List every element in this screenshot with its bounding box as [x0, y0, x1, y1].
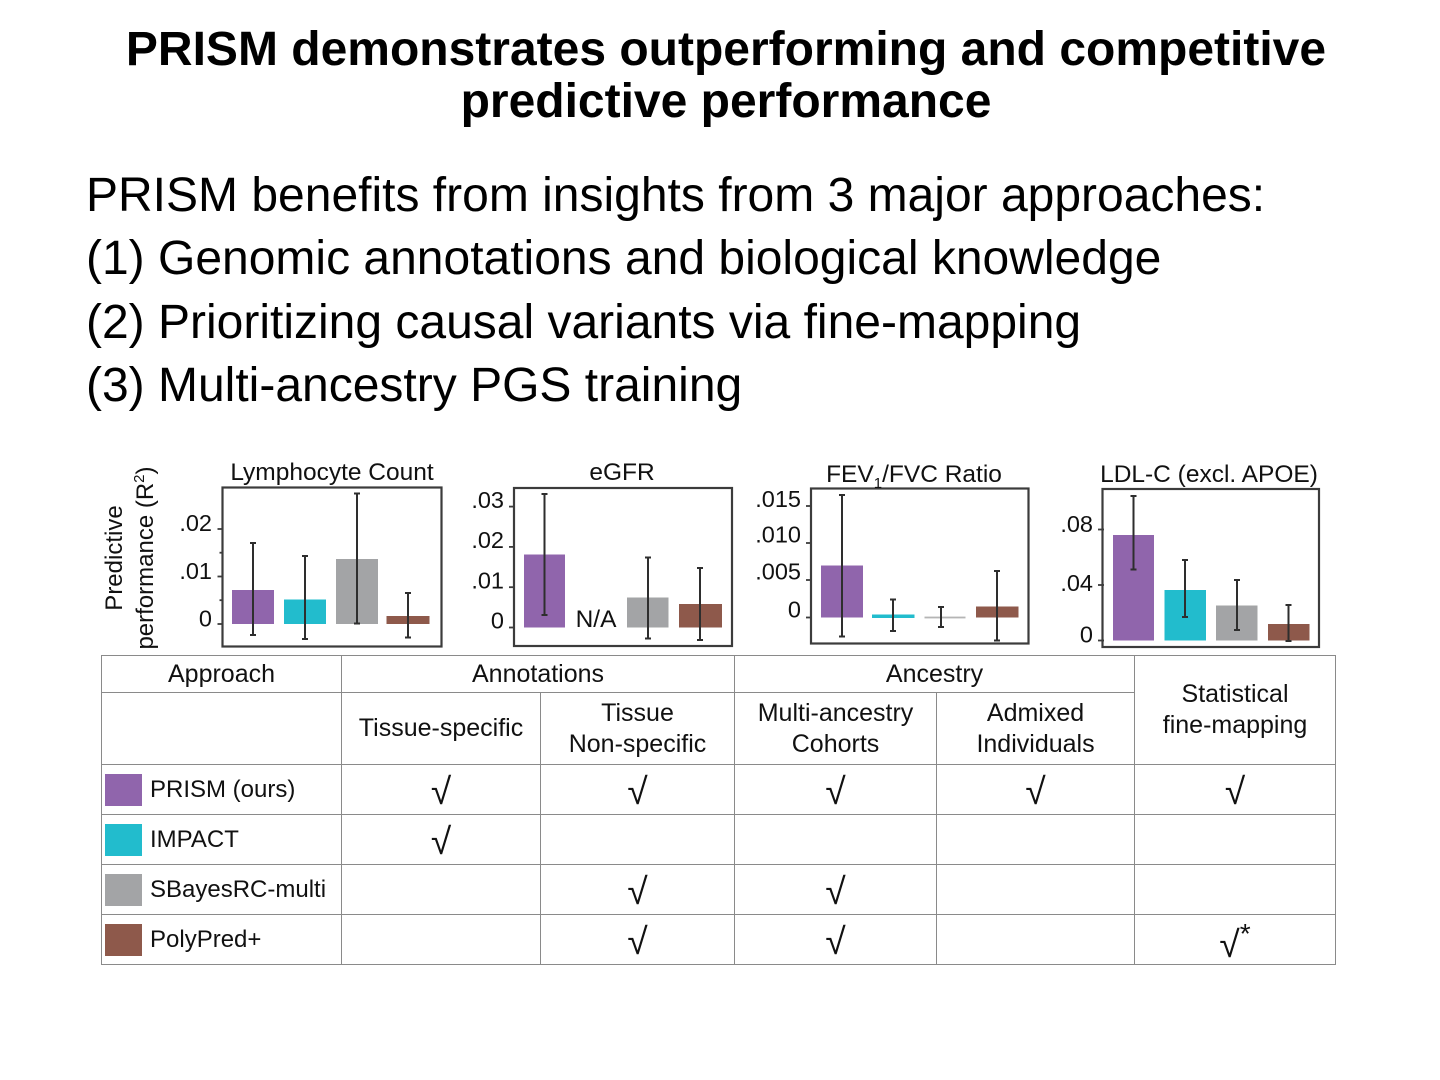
svg-text:LDL-C (excl. APOE): LDL-C (excl. APOE) — [1100, 461, 1318, 488]
svg-text:0: 0 — [1080, 622, 1093, 648]
svg-text:.02: .02 — [179, 510, 212, 536]
svg-text:FEV1/FVC Ratio: FEV1/FVC Ratio — [826, 461, 1002, 492]
svg-text:.01: .01 — [471, 568, 504, 594]
svg-text:N/A: N/A — [576, 606, 618, 633]
svg-text:eGFR: eGFR — [589, 459, 654, 486]
svg-text:.01: .01 — [179, 558, 212, 584]
svg-text:.015: .015 — [755, 486, 801, 512]
svg-text:Lymphocyte Count: Lymphocyte Count — [230, 459, 434, 486]
svg-text:.010: .010 — [755, 522, 801, 548]
svg-text:.02: .02 — [471, 527, 504, 553]
svg-text:.08: .08 — [1060, 511, 1093, 537]
svg-text:0: 0 — [491, 608, 504, 634]
svg-text:0: 0 — [199, 606, 212, 632]
svg-text:.005: .005 — [755, 559, 801, 585]
svg-text:.04: .04 — [1060, 570, 1093, 596]
svg-text:.03: .03 — [471, 487, 504, 513]
svg-text:0: 0 — [788, 597, 801, 623]
